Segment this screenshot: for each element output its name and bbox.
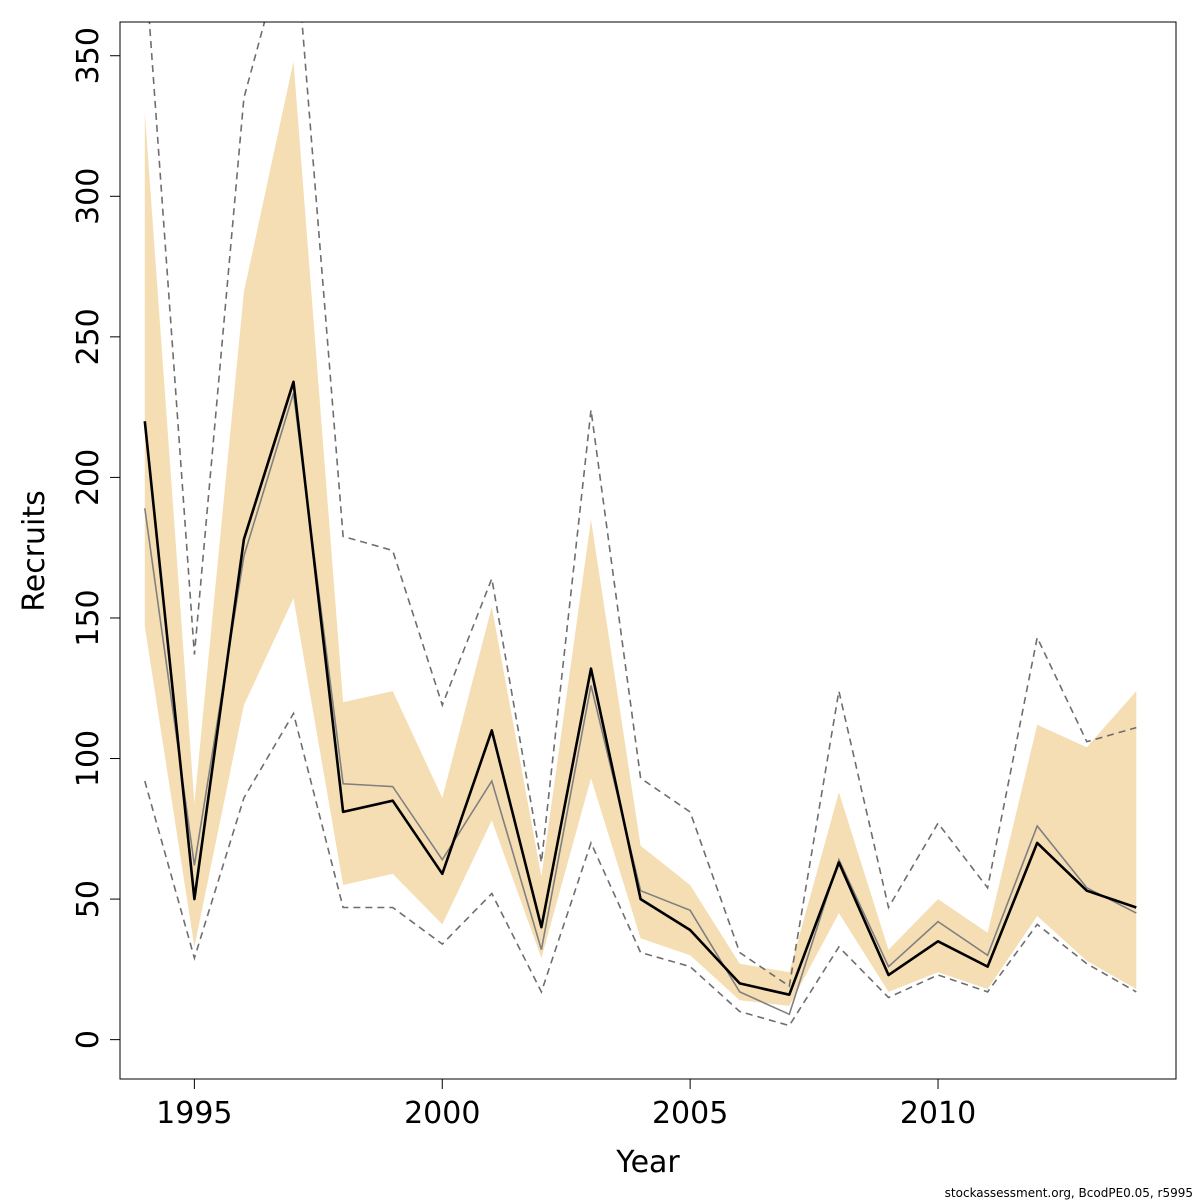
x-tick-label: 2010 (900, 1096, 976, 1131)
x-tick-label: 1995 (156, 1096, 232, 1131)
y-tick-label: 250 (71, 308, 106, 365)
plot-area (143, 22, 1137, 1027)
y-tick-label: 100 (71, 730, 106, 787)
plot-frame (119, 21, 1177, 1080)
y-tick-label: 50 (71, 880, 106, 918)
y-tick-label: 150 (71, 589, 106, 646)
plot-series (143, 22, 1137, 1027)
y-axis-title: Recruits (17, 490, 52, 612)
series-estimate (143, 380, 1137, 997)
y-tick-label: 0 (71, 1030, 106, 1049)
y-tick-label: 200 (71, 449, 106, 506)
confidence-band (144, 61, 1137, 1006)
series-upper-dashed (148, 22, 1137, 988)
x-tick-label: 2000 (404, 1096, 480, 1131)
x-axis-title: Year (615, 1145, 680, 1180)
y-tick-label: 300 (71, 168, 106, 225)
x-tick-label: 2005 (652, 1096, 728, 1131)
axes: 1995 2000 2005 2010 0 50 100 150 200 250 300 350 (71, 21, 1177, 1131)
footer-credit: stockassessment.org, BcodPE0.05, r5995 (945, 1186, 1193, 1200)
y-tick-label: 350 (71, 27, 106, 84)
series-lower-dashed (144, 711, 1137, 1027)
